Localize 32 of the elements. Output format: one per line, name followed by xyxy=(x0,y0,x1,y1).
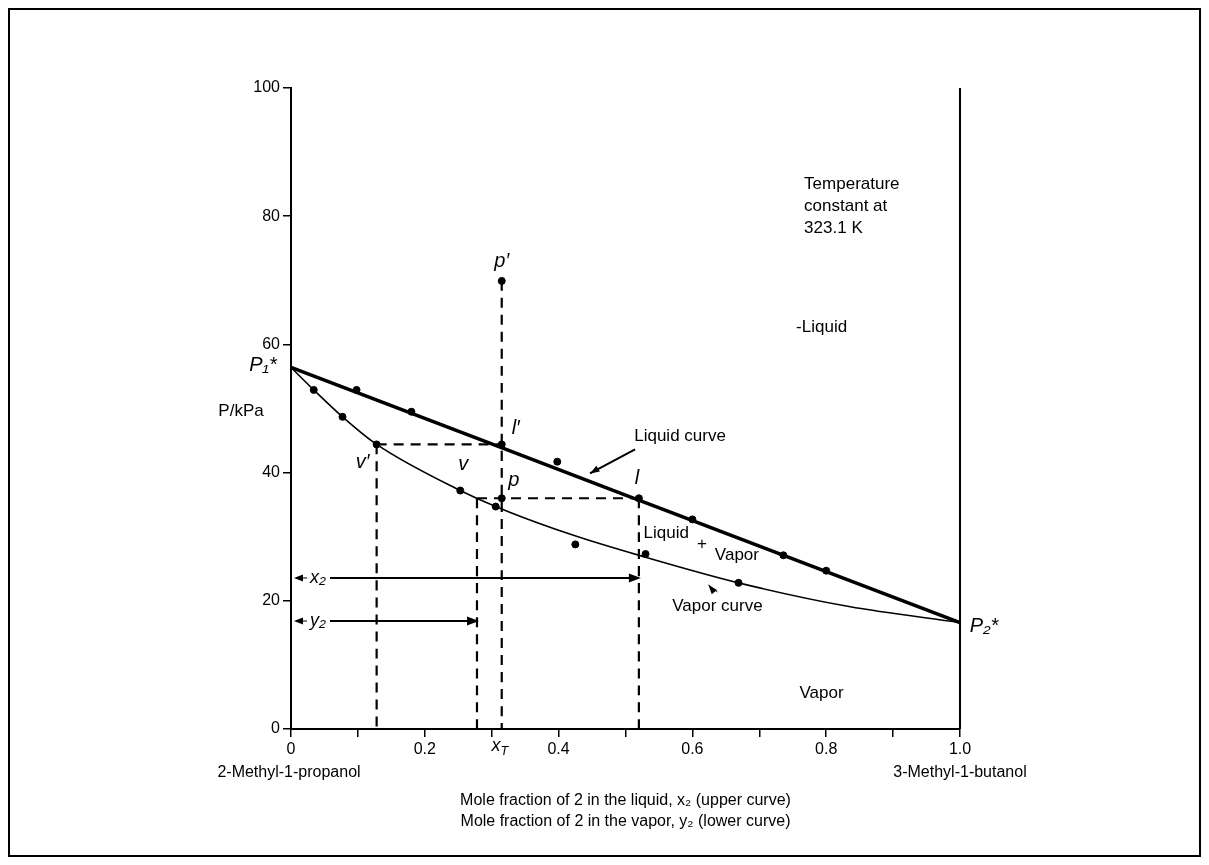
y-tick-label: 0 xyxy=(271,719,281,737)
y-tick-label: 100 xyxy=(253,78,281,96)
annotation: Vapor curve xyxy=(672,595,763,615)
y-axis-title: P/kPa xyxy=(218,401,265,421)
annotation: p xyxy=(507,467,520,490)
text: 2-Methyl-1-propanol xyxy=(217,762,361,780)
annotation: v xyxy=(458,452,470,475)
x-tick-label: 0 xyxy=(286,740,296,758)
annotation: -Liquid xyxy=(796,317,848,337)
annotation: p′ xyxy=(493,248,511,271)
y-tick-label: 20 xyxy=(262,591,281,609)
annotation: l xyxy=(634,465,640,488)
annotation: Liquid curve xyxy=(634,426,726,446)
y-tick-label: 80 xyxy=(262,206,281,224)
annotation: P₂* xyxy=(969,614,1000,637)
annotation: y₂ xyxy=(308,610,327,631)
annotation: l′ xyxy=(511,415,522,438)
y-tick-label: 40 xyxy=(262,463,281,481)
x-tick-label: 0.4 xyxy=(547,740,570,758)
y-tick-label: 60 xyxy=(262,334,281,352)
annotation: P₁* xyxy=(249,353,278,376)
x-axis-title: Mole fraction of 2 in the liquid, x₂ (upper curve) Mole fraction of 2 in the vapor, y₂ (lower curve) xyxy=(460,791,791,830)
x-tick-label: 1.0 xyxy=(948,740,972,758)
annotation: Vapor xyxy=(799,682,844,702)
text: 3-Methyl-1-butanol xyxy=(893,762,1027,780)
x-tick-label: 0.2 xyxy=(413,740,437,758)
x-tick-label: 0.8 xyxy=(815,740,838,758)
annotation: x₂ xyxy=(309,567,327,588)
x-tick-label: 0.6 xyxy=(681,740,704,758)
annotation: Temperature constant at 323.1 K xyxy=(804,173,900,237)
annotation: v′ xyxy=(355,449,371,472)
annotation: Liquid + Vapor xyxy=(643,523,760,565)
